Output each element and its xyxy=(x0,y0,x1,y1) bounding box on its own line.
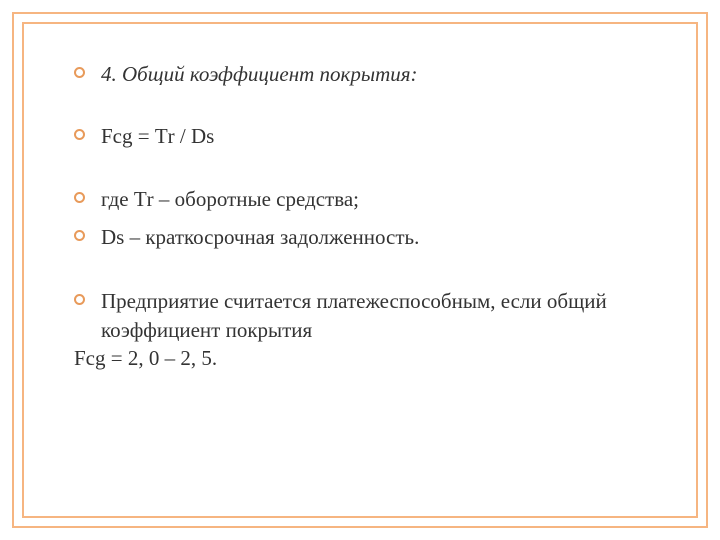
content-area: 4. Общий коэффициент покрытия: Fcg = Тr … xyxy=(40,40,680,500)
list-item: Fcg = Тr / Ds xyxy=(74,122,650,150)
paragraph-line-1: Предприятие считается платежеспособным, … xyxy=(101,287,650,344)
list-item: Предприятие считается платежеспособным, … xyxy=(74,287,650,344)
bullet-icon xyxy=(74,67,85,78)
bullet-icon xyxy=(74,294,85,305)
list-item: где Тr – оборотные средства; xyxy=(74,185,650,213)
list-item: Ds – краткосрочная задолженность. xyxy=(74,223,650,251)
title-text: 4. Общий коэффициент покрытия: xyxy=(101,60,650,88)
slide-root: 4. Общий коэффициент покрытия: Fcg = Тr … xyxy=(0,0,720,540)
list-item: 4. Общий коэффициент покрытия: xyxy=(74,60,650,88)
definition-1: где Тr – оборотные средства; xyxy=(101,185,650,213)
paragraph-line-2: Fcg = 2, 0 – 2, 5. xyxy=(74,344,650,372)
bullet-icon xyxy=(74,192,85,203)
formula-text: Fcg = Тr / Ds xyxy=(101,122,650,150)
bullet-icon xyxy=(74,129,85,140)
bullet-icon xyxy=(74,230,85,241)
definition-2: Ds – краткосрочная задолженность. xyxy=(101,223,650,251)
